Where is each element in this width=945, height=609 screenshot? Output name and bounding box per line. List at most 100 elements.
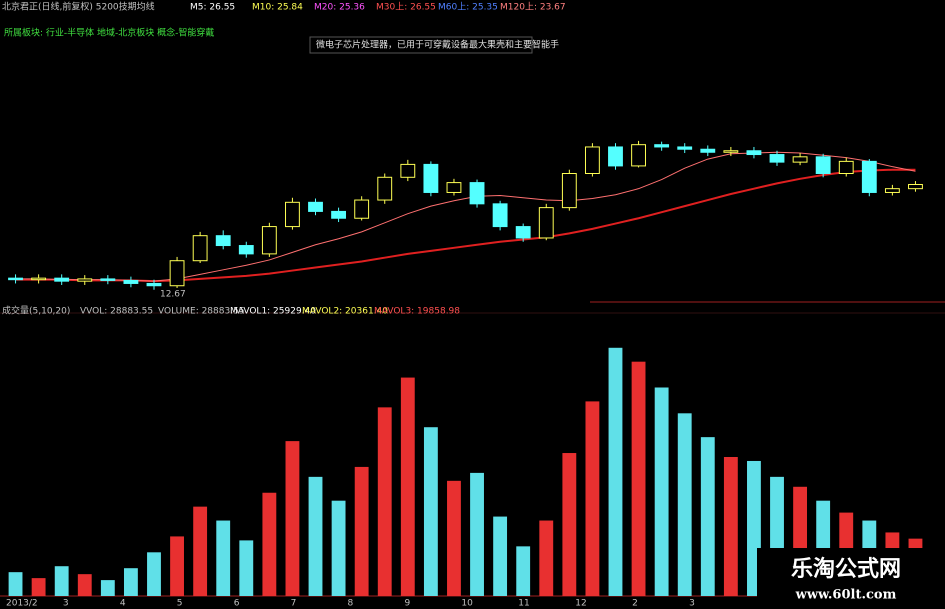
ma-label: M120上: 23.67: [500, 2, 566, 13]
candle-body: [77, 278, 93, 282]
volume-bar: [31, 578, 46, 596]
candle-body: [285, 201, 300, 228]
volume-bar: [423, 427, 438, 596]
candle-body: [169, 260, 185, 287]
volume-bar: [516, 546, 531, 596]
volume-title: 成交量(5,10,20): [2, 305, 70, 317]
candle-body: [723, 150, 739, 153]
x-tick-label: 3: [63, 599, 69, 609]
volume-bar: [400, 377, 415, 596]
candle-body: [561, 173, 577, 209]
x-tick-label: 4: [120, 599, 126, 609]
volume-bar: [608, 347, 623, 596]
x-tick-label: 11: [518, 599, 529, 609]
ma-label: M60上: 25.35: [438, 2, 498, 13]
ma-label: M20: 25.36: [314, 3, 365, 13]
watermark-url: www.60lt.com: [795, 588, 897, 603]
note-box: [309, 36, 533, 54]
candle-body: [469, 182, 485, 205]
sector-label: 所属板块: 行业-半导体 地域-北京板块 概念-智能穿戴: [4, 27, 214, 39]
watermark-box: [757, 548, 945, 609]
candle-body: [31, 277, 47, 281]
candle-body: [792, 156, 808, 163]
candle-body: [584, 146, 600, 174]
candle-body: [746, 150, 762, 156]
x-tick-label: 3: [689, 599, 695, 609]
volume-bar: [585, 401, 600, 596]
volume-bar: [447, 480, 461, 596]
candle-body: [423, 163, 439, 193]
candle-body: [515, 226, 531, 239]
ma-line: [15, 168, 916, 283]
candle-body: [608, 146, 623, 167]
candle-body: [54, 277, 70, 282]
candle-body: [838, 160, 854, 175]
volume-bar: [493, 516, 508, 596]
volume-bar: [677, 413, 692, 596]
volume-bar: [377, 407, 392, 596]
x-tick-label: 12: [575, 599, 586, 609]
x-tick-label: 9: [404, 599, 410, 609]
candle-body: [492, 203, 508, 228]
candle-body: [700, 148, 716, 153]
watermark-name: 乐淘公式网: [791, 556, 901, 582]
volume-label: VVOL: 28883.55: [80, 307, 153, 317]
volume-bar: [8, 572, 23, 596]
x-tick-label: 6: [234, 599, 240, 609]
candle-body: [331, 210, 347, 219]
x-tick-label: 7: [291, 599, 297, 609]
candle-body: [861, 160, 877, 193]
candle-body: [308, 201, 323, 212]
x-tick-label: 2013/2: [6, 599, 38, 609]
note: 微电子芯片处理器，已用于可穿戴设备最大果壳和主要智能手: [316, 39, 559, 51]
volume-label: MAVOL1: 25929.40: [230, 307, 316, 317]
volume-bar: [147, 552, 161, 596]
volume-label: VOLUME: 28883.55: [158, 307, 245, 317]
low-label: 12.67: [160, 289, 186, 299]
candle-body: [446, 182, 462, 193]
marks: 12.67 2013/2 3 4 5 6 7 8 9 10 11 12 2 3: [6, 140, 923, 609]
candle-body: [8, 277, 23, 281]
candle-body: [677, 146, 693, 150]
volume-bar: [216, 520, 231, 596]
candle-body: [261, 226, 277, 255]
candle-body: [631, 144, 646, 167]
volume-bar: [77, 574, 92, 596]
volume-bar: [539, 520, 554, 596]
candle-body: [815, 156, 831, 174]
ma-label: M5: 26.55: [190, 3, 235, 13]
volume-bar: [354, 466, 369, 596]
volume-bar: [262, 492, 277, 596]
volume-bar: [654, 387, 669, 596]
volume-bar: [331, 500, 346, 596]
candle-body: [123, 279, 139, 284]
volume-bar: [285, 441, 300, 596]
volume-bar: [193, 506, 208, 596]
volume-bar: [700, 437, 715, 596]
ma-label: M10: 25.84: [252, 3, 303, 13]
candle-body: [238, 245, 254, 255]
volume-bar: [470, 472, 484, 596]
x-tick-label: 2: [632, 599, 638, 609]
volume-bar: [123, 568, 138, 596]
candle-body: [654, 144, 670, 148]
volume-bar: [308, 476, 323, 596]
volume-bar: [631, 361, 646, 596]
ma-label: M30上: 26.55: [376, 2, 436, 13]
candle-body: [538, 207, 554, 239]
ma-labels: M5: 26.55 M10: 25.84 M20: 25.36 M30上: 26.55…: [190, 2, 566, 13]
volume-bar: [562, 453, 577, 596]
candle-body: [100, 278, 116, 281]
candle-body: [354, 199, 370, 219]
candle-body: [908, 183, 923, 190]
candle-body: [146, 282, 162, 287]
volume-bar: [723, 457, 738, 596]
volume-label: MAVOL2: 20361.40: [302, 307, 388, 317]
candle-body: [215, 235, 231, 247]
candle-body: [884, 188, 900, 193]
volume-bar: [54, 566, 69, 596]
x-tick-label: 5: [177, 599, 183, 609]
